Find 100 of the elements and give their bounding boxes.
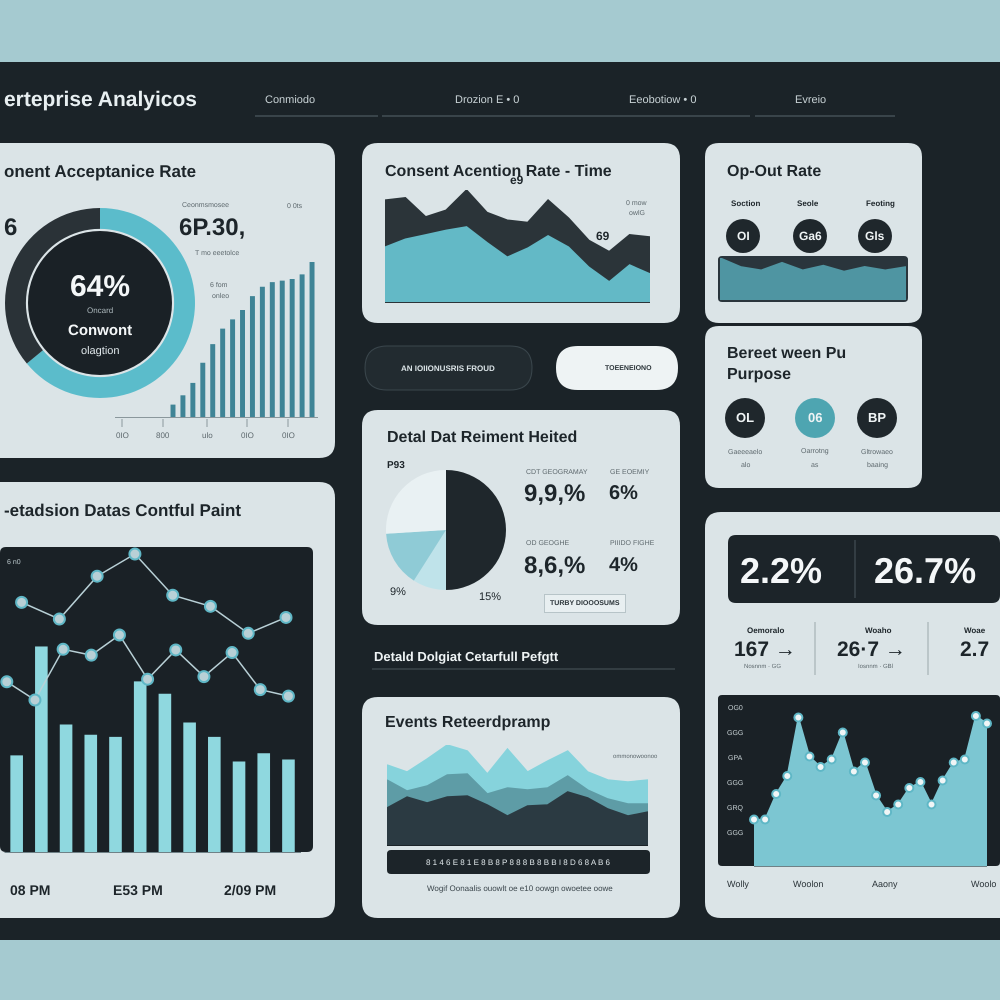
point bbox=[282, 690, 295, 703]
point bbox=[226, 646, 239, 660]
point bbox=[280, 610, 292, 624]
point bbox=[0, 675, 14, 688]
bar bbox=[310, 262, 315, 417]
text: 2.7 bbox=[960, 638, 990, 661]
text: Detald Dolgiat Cetarfull Pefgtt bbox=[374, 649, 559, 664]
text: 6% bbox=[609, 482, 638, 504]
text: 4% bbox=[609, 554, 638, 576]
point bbox=[848, 766, 859, 776]
point bbox=[882, 807, 892, 817]
bar bbox=[60, 724, 72, 852]
text: Woaho bbox=[865, 626, 892, 635]
point bbox=[112, 628, 126, 642]
bar bbox=[134, 681, 146, 852]
text: 64% bbox=[70, 270, 130, 303]
point bbox=[826, 754, 837, 764]
bar bbox=[84, 734, 98, 852]
point bbox=[141, 672, 154, 686]
point bbox=[84, 648, 98, 662]
text: 6P.30, bbox=[179, 214, 246, 241]
pie-slice bbox=[414, 530, 446, 590]
text: Woae bbox=[964, 626, 986, 635]
bar bbox=[232, 762, 246, 852]
chart-title: -etadsion Datas Contful Paint bbox=[4, 501, 242, 520]
text: Woolon bbox=[793, 879, 824, 889]
text: Eeobotiow • 0 bbox=[629, 94, 696, 106]
text: ulo bbox=[202, 431, 214, 440]
point bbox=[771, 789, 782, 799]
text: 2.2% bbox=[740, 550, 822, 591]
point bbox=[816, 762, 826, 772]
text: Conwont bbox=[68, 322, 132, 339]
text: Soction bbox=[731, 199, 760, 208]
bar bbox=[240, 310, 245, 417]
bar bbox=[257, 753, 270, 852]
point bbox=[242, 626, 255, 640]
text: E53 PM bbox=[113, 882, 163, 898]
bar bbox=[250, 296, 255, 417]
text: Oncard bbox=[87, 306, 114, 315]
bar bbox=[290, 279, 295, 417]
text: 06 bbox=[808, 410, 822, 425]
chart-title: Detal Dat Reiment Heited bbox=[387, 429, 578, 446]
bar bbox=[208, 736, 221, 852]
bar bbox=[200, 362, 206, 417]
point bbox=[970, 711, 981, 721]
text: Oemoralo bbox=[747, 626, 784, 635]
text: Wolly bbox=[727, 879, 750, 889]
bar bbox=[270, 282, 275, 417]
text: Drozion E • 0 bbox=[455, 94, 520, 106]
bar bbox=[280, 280, 285, 417]
text: OI bbox=[737, 229, 750, 243]
text: 8,6,% bbox=[524, 552, 586, 579]
pie-slice bbox=[386, 530, 446, 581]
point bbox=[52, 612, 66, 626]
text: Evreio bbox=[795, 94, 826, 106]
text: BP bbox=[868, 410, 886, 425]
pie-slice bbox=[386, 470, 446, 534]
point bbox=[938, 776, 948, 786]
text: Wogif Oonaalis ouowlt oe e10 oowgn owoetee oowe bbox=[427, 884, 614, 893]
point bbox=[128, 548, 142, 560]
point bbox=[893, 800, 904, 810]
chart-title: Op-Out Rate bbox=[727, 163, 822, 180]
text: Bereet ween Pu Purpose bbox=[727, 345, 846, 383]
point bbox=[915, 777, 926, 787]
text: Gls bbox=[865, 229, 885, 243]
pie-slice bbox=[446, 470, 506, 590]
chart-title: Events Reteerdpramp bbox=[385, 714, 551, 731]
text: Woolo bbox=[971, 879, 996, 889]
point bbox=[860, 758, 870, 768]
bar bbox=[180, 395, 186, 417]
text: 08 PM bbox=[10, 882, 50, 898]
text: Feoting bbox=[866, 199, 895, 208]
point bbox=[204, 600, 217, 613]
point bbox=[904, 783, 914, 793]
bar bbox=[260, 286, 265, 417]
point bbox=[56, 642, 70, 656]
text: olagtion bbox=[81, 345, 120, 357]
text: Ga6 bbox=[799, 229, 822, 243]
point bbox=[28, 694, 42, 706]
text: 167 → bbox=[734, 638, 796, 661]
bar bbox=[170, 404, 176, 417]
point bbox=[982, 718, 992, 728]
bar bbox=[300, 274, 305, 417]
text: 800 bbox=[156, 431, 170, 440]
bar bbox=[282, 759, 295, 852]
point bbox=[197, 670, 210, 684]
point bbox=[166, 588, 180, 602]
point bbox=[782, 771, 792, 781]
text: 26·7 → bbox=[837, 638, 906, 661]
text: Aaony bbox=[872, 879, 898, 889]
point bbox=[838, 728, 848, 738]
bar bbox=[35, 646, 48, 852]
text: 9% bbox=[390, 586, 406, 598]
text: Conmiodo bbox=[265, 94, 316, 106]
text: 9,9,% bbox=[524, 480, 586, 507]
text: 26.7% bbox=[874, 550, 976, 591]
text: Seole bbox=[797, 199, 819, 208]
bar bbox=[230, 319, 236, 417]
point bbox=[749, 814, 759, 824]
bar bbox=[220, 328, 226, 417]
